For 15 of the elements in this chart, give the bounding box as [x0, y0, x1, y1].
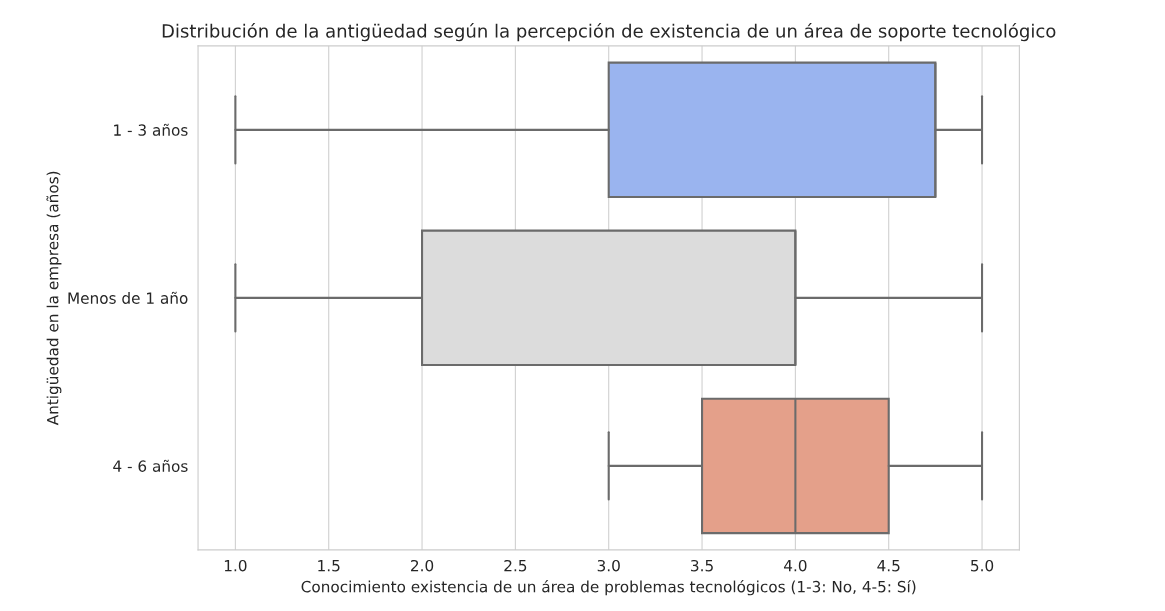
x-tick-label: 3.5: [691, 559, 713, 572]
y-tick-label: 4 - 6 años: [113, 459, 188, 472]
y-tick-label: 1 - 3 años: [114, 123, 188, 136]
x-tick-label: 2.5: [504, 559, 527, 572]
x-tick-label: 1.0: [224, 559, 247, 572]
y-tick-label: Menos de 1 año: [68, 291, 188, 304]
x-axis-title: Conocimiento existencia de un área de problemas tecnológicos (1-3: No, 4-5: Sí): [301, 579, 916, 596]
x-tick-label: 5.0: [971, 559, 994, 572]
x-tick-label: 4.5: [877, 560, 900, 572]
x-tick-label: 1.5: [318, 560, 340, 572]
chart-title: Distribución de la antigüedad según la percepción de existencia de un área de soporte tecnológico: [162, 23, 1056, 42]
x-tick-label: 4.0: [783, 559, 807, 572]
x-tick-label: 2.0: [411, 559, 434, 572]
x-tick-label: 3.0: [597, 559, 620, 572]
y-axis-title: Antigüedad en la empresa (años): [46, 171, 62, 426]
